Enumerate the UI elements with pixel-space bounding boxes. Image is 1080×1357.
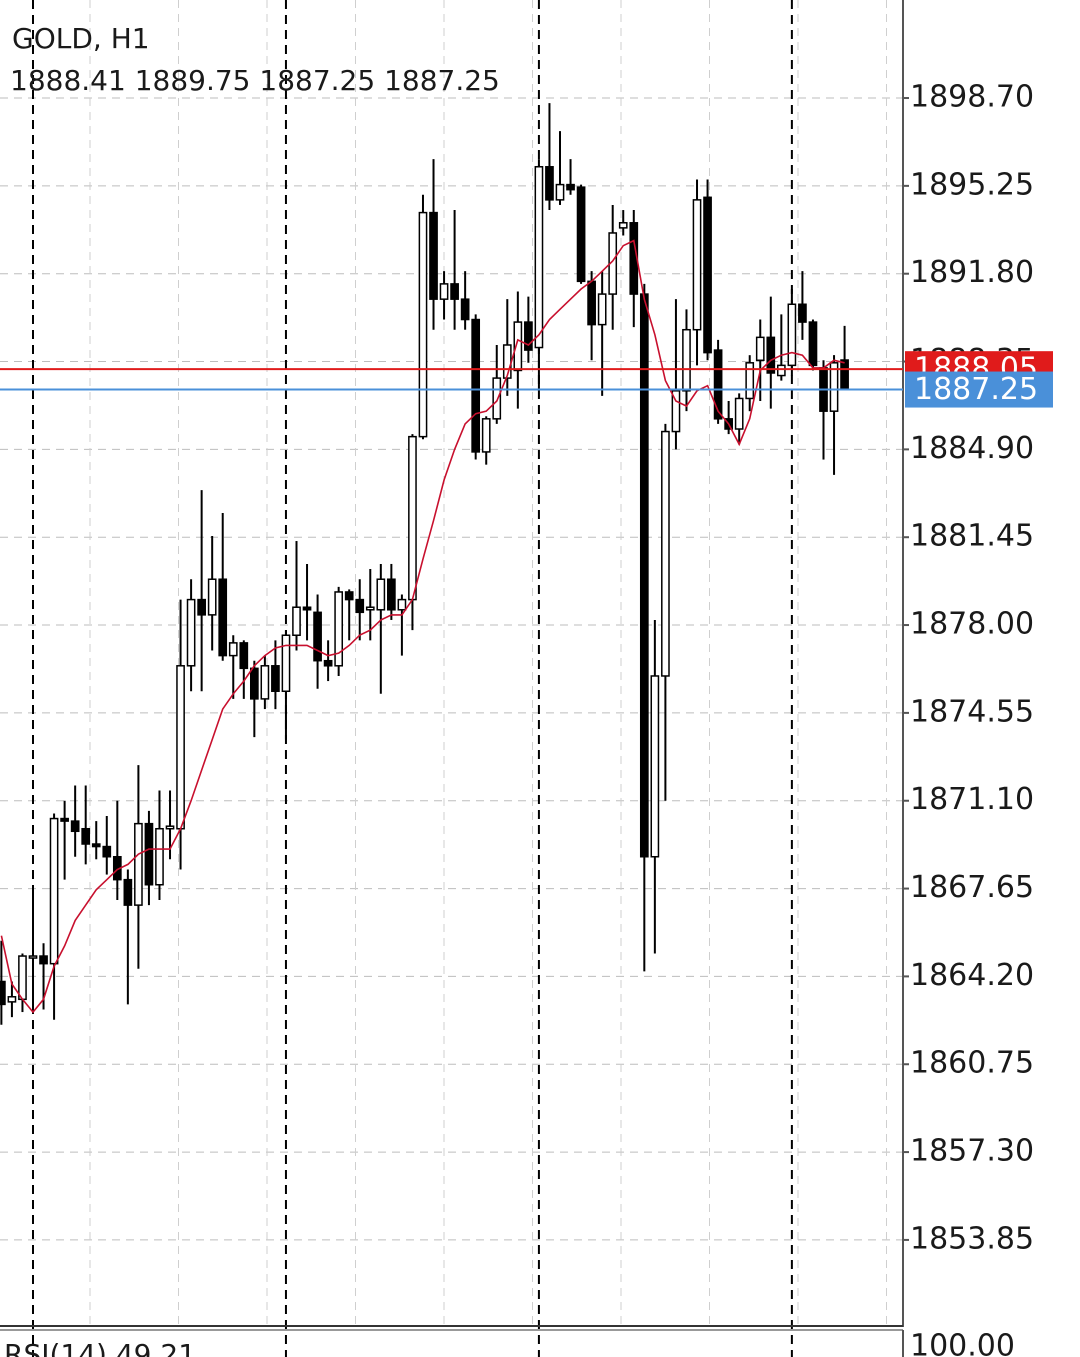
candle-body [755, 336, 765, 362]
candle-body [70, 820, 80, 833]
candle-body [281, 634, 291, 693]
candle-body [460, 298, 470, 321]
candle-body [587, 280, 596, 326]
candle-body [197, 598, 206, 616]
y-tick-label: 1867.65 [910, 870, 1034, 905]
candle-body [408, 435, 417, 601]
candle-body [302, 606, 312, 611]
rsi-tick-label: 100.00 [910, 1329, 1015, 1357]
candle-body [545, 166, 554, 201]
candle-body [102, 845, 112, 858]
candle-body [313, 611, 322, 662]
candle-body [713, 349, 723, 420]
candle-body [639, 293, 649, 858]
y-tick-label: 1881.45 [910, 519, 1034, 554]
candle-body [49, 817, 59, 965]
candle-body [355, 598, 365, 614]
y-tick-label: 1871.10 [910, 782, 1034, 817]
candle-body [703, 196, 712, 354]
candle-body [798, 303, 807, 323]
candle-body [471, 318, 481, 453]
candle-body [28, 955, 38, 959]
candle-body [534, 166, 544, 349]
plot-area [0, 103, 849, 1025]
candle-body [734, 397, 744, 430]
y-tick-label: 1878.00 [910, 607, 1034, 642]
candle-body [334, 591, 344, 667]
candle-body [524, 321, 533, 351]
candle-body [492, 377, 502, 420]
candle-body [555, 183, 565, 201]
candle-body [344, 591, 354, 601]
candle-body [481, 418, 491, 453]
candle-body [776, 364, 786, 377]
candle-body [134, 822, 143, 906]
symbol-title: GOLD, H1 [12, 22, 150, 55]
candle-body [745, 362, 755, 400]
candle-body [249, 667, 259, 700]
candle-body [365, 606, 375, 611]
y-tick-label: 1884.90 [910, 431, 1034, 466]
ohlc-readout: 1888.41 1889.75 1887.25 1887.25 [10, 64, 500, 97]
candle-body [450, 283, 459, 300]
candle-body [840, 359, 849, 391]
candle-body [207, 578, 217, 616]
candle-body [418, 211, 428, 438]
candle-body [829, 362, 839, 412]
y-tick-label: 1857.30 [910, 1134, 1034, 1169]
candle-body [661, 430, 670, 677]
candle-body [144, 822, 154, 886]
candle-body [7, 996, 17, 1003]
candle-body [271, 665, 280, 693]
candle-body [323, 659, 333, 667]
candle-body [239, 642, 249, 670]
candle-body [429, 211, 438, 300]
moving-average-line [0, 239, 845, 1014]
candle-body [18, 955, 27, 1001]
price-label-box [905, 371, 1053, 408]
candle-body [671, 390, 681, 433]
candle-body [576, 186, 586, 283]
candle-body [60, 817, 69, 822]
y-tick-label: 1853.85 [910, 1221, 1034, 1256]
candle-body [218, 578, 228, 657]
candle-body [186, 598, 196, 667]
y-tick-label: 1864.20 [910, 958, 1034, 993]
candle-body [397, 598, 407, 611]
candle-body [597, 293, 607, 326]
candle-body [39, 955, 48, 965]
candle-body [176, 665, 185, 830]
candle-body [766, 336, 776, 374]
candle-body [618, 222, 628, 229]
candle-body [566, 183, 575, 191]
candle-body [513, 321, 523, 372]
y-tick-label: 1874.55 [910, 694, 1034, 729]
candle-body [228, 642, 238, 657]
candle-body [387, 578, 396, 611]
rsi-title: RSI(14) 49.21 [4, 1338, 196, 1357]
candle-body [155, 827, 164, 886]
candle-body [650, 675, 660, 858]
candle-body [808, 321, 818, 367]
candle-body [439, 283, 449, 300]
candle-body [692, 199, 702, 331]
candle-body [0, 980, 6, 1006]
candle-body [682, 328, 691, 392]
y-tick-label: 1860.75 [910, 1046, 1034, 1081]
price-label: 1887.25 [914, 372, 1038, 407]
y-tick-label: 1898.70 [910, 80, 1034, 115]
y-tick-label: 1895.25 [910, 167, 1034, 202]
candle-body [91, 843, 101, 848]
y-tick-label: 1891.80 [910, 255, 1034, 290]
candle-body [292, 606, 301, 636]
candle-body [123, 878, 133, 906]
candle-body [165, 825, 175, 830]
candle-body [81, 827, 91, 845]
candle-body [260, 665, 270, 700]
candle-body [787, 303, 797, 367]
candle-body [376, 578, 386, 611]
